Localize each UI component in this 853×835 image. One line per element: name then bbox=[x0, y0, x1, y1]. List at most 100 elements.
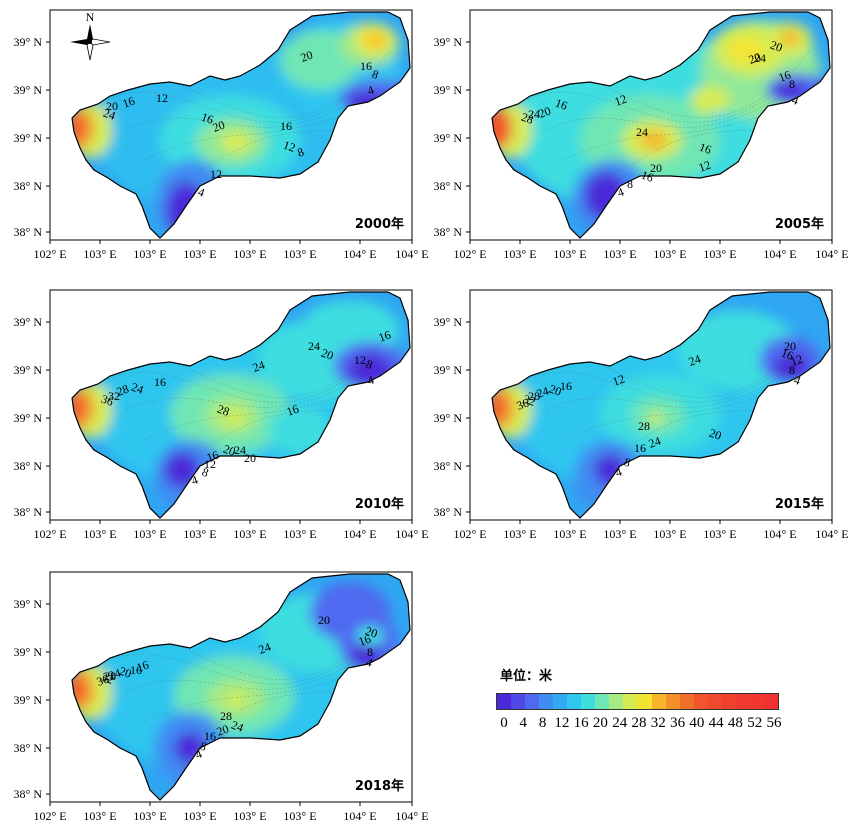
contour-label: 8 bbox=[789, 363, 795, 377]
legend-swatch bbox=[567, 694, 582, 709]
contour-label: 16 bbox=[205, 448, 221, 465]
x-tick-label: 103° E bbox=[183, 247, 216, 261]
contour-label: 20 bbox=[318, 613, 330, 627]
year-label: 2005年 bbox=[775, 216, 824, 232]
legend-tick-label: 0 bbox=[500, 715, 508, 731]
legend-swatch bbox=[595, 694, 610, 709]
y-tick-label: 39° N bbox=[14, 35, 43, 49]
contour-label: 12 bbox=[613, 92, 629, 109]
y-tick-label: 38° N bbox=[14, 505, 43, 519]
contour-label: 28 bbox=[528, 389, 540, 403]
contour-label: 28 bbox=[215, 402, 231, 419]
legend-tick-label: 36 bbox=[670, 715, 686, 731]
contour-label: 36 bbox=[99, 392, 115, 409]
y-tick-label: 38° N bbox=[434, 505, 463, 519]
contour-label: 16 bbox=[357, 632, 373, 649]
contour-label: 20 bbox=[650, 161, 662, 175]
year-label: 2010年 bbox=[355, 496, 404, 512]
contour-label: 20 bbox=[547, 382, 563, 399]
contour-label: 28 bbox=[115, 382, 131, 399]
contour-label: 20 bbox=[106, 99, 118, 113]
contour-label: 20 bbox=[299, 48, 315, 65]
legend-tick-label: 28 bbox=[631, 715, 647, 731]
y-tick-label: 39° N bbox=[14, 315, 43, 329]
x-tick-label: 102° E bbox=[33, 809, 66, 823]
legend-swatch bbox=[539, 694, 554, 709]
contour-label: 36 bbox=[515, 396, 531, 413]
x-tick-label: 103° E bbox=[133, 527, 166, 541]
map-panel-2010: 24 24 20 16 12 8 4 16 28 16 24 20 16 12 8 4 20 24 28 32 36 20… bbox=[0, 288, 429, 553]
contour-label: 12 bbox=[156, 91, 168, 105]
region-boundary bbox=[71, 11, 411, 239]
contour-label: 24 bbox=[687, 352, 703, 369]
y-tick-label: 39° N bbox=[434, 315, 463, 329]
x-tick-label: 104° E bbox=[395, 527, 428, 541]
legend-tick-label: 40 bbox=[689, 715, 705, 731]
y-tick-label: 38° N bbox=[14, 459, 43, 473]
y-tick-label: 38° N bbox=[14, 741, 43, 755]
y-tick-label: 38° N bbox=[14, 787, 43, 801]
legend-tick-label: 8 bbox=[538, 715, 547, 731]
contour-label: 16 bbox=[135, 658, 151, 675]
legend-tick-label: 48 bbox=[727, 715, 743, 731]
depth-zone bbox=[640, 131, 668, 149]
x-tick-label: 102° E bbox=[33, 527, 66, 541]
x-tick-label: 103° E bbox=[283, 809, 316, 823]
y-tick-label: 38° N bbox=[14, 179, 43, 193]
legend-swatch bbox=[637, 694, 652, 709]
legend-swatch bbox=[665, 694, 680, 709]
x-tick-label: 102° E bbox=[33, 247, 66, 261]
contour-label: 4 bbox=[189, 473, 199, 488]
contour-label: 4 bbox=[365, 83, 375, 98]
contour-label: 28 bbox=[519, 110, 535, 127]
x-tick-label: 103° E bbox=[83, 527, 116, 541]
contour-label: 16 bbox=[121, 94, 137, 111]
contour-label: 24 bbox=[107, 666, 123, 683]
year-label: 2000年 bbox=[355, 216, 404, 232]
y-tick-label: 38° N bbox=[434, 225, 463, 239]
contour-label: 28 bbox=[638, 419, 650, 433]
x-tick-label: 103° E bbox=[553, 527, 586, 541]
contour-label: 8 bbox=[627, 177, 633, 191]
contour-label: 16 bbox=[130, 663, 142, 677]
legend-tick-label: 56 bbox=[766, 715, 782, 731]
contour-label: 12 bbox=[204, 457, 216, 471]
legend-title: 单位：米 bbox=[500, 669, 553, 684]
contour-label: 20 bbox=[768, 38, 784, 55]
depth-zone bbox=[492, 396, 504, 420]
contour-label: 16 bbox=[377, 328, 393, 345]
legend-tick-label: 24 bbox=[612, 715, 628, 731]
year-label: 2015年 bbox=[775, 496, 824, 512]
x-tick-label: 103° E bbox=[503, 247, 536, 261]
depth-zone bbox=[728, 38, 764, 62]
legend-tick-label: 4 bbox=[519, 715, 528, 731]
legend-tick-label: 12 bbox=[554, 715, 570, 731]
contour-label: 12 bbox=[281, 138, 297, 155]
y-tick-label: 39° N bbox=[14, 597, 43, 611]
contour-label: 24 bbox=[234, 443, 246, 457]
y-tick-label: 39° N bbox=[14, 363, 43, 377]
legend-swatch bbox=[609, 694, 624, 709]
depth-zone bbox=[226, 692, 246, 708]
x-tick-label: 103° E bbox=[233, 247, 266, 261]
contour-label: 20 bbox=[215, 722, 231, 739]
x-tick-label: 104° E bbox=[343, 809, 376, 823]
contour-label: 16 bbox=[285, 402, 301, 419]
compass-icon: N bbox=[70, 10, 111, 61]
contour-label: 8 bbox=[789, 77, 795, 91]
contour-label: 8 bbox=[364, 357, 374, 372]
contour-label: 12 bbox=[789, 352, 805, 369]
y-tick-label: 39° N bbox=[434, 363, 463, 377]
contour-label: 8 bbox=[370, 67, 380, 82]
contour-label: 8 bbox=[198, 739, 208, 754]
contour-label: 20 bbox=[221, 442, 237, 459]
y-tick-label: 39° N bbox=[434, 131, 463, 145]
contour-label: 24 bbox=[528, 107, 540, 121]
contour-label: 24 bbox=[647, 434, 663, 451]
contour-label: 24 bbox=[535, 384, 551, 401]
x-tick-label: 104° E bbox=[815, 527, 848, 541]
contour-label: 12 bbox=[354, 353, 366, 367]
legend-tick-label: 20 bbox=[592, 715, 608, 731]
legend-swatch bbox=[623, 694, 638, 709]
